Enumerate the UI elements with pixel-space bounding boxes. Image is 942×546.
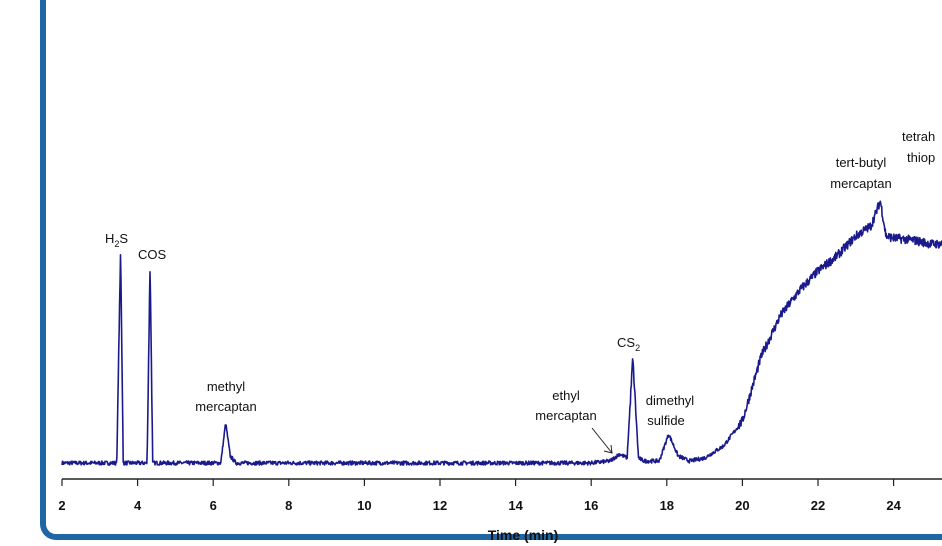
x-tick-label: 22 — [811, 498, 825, 513]
label-dimethyl-line1: dimethyl — [646, 393, 695, 408]
ethyl-arrow-line — [591, 427, 613, 454]
label-dimethyl-line2: sulfide — [647, 413, 685, 428]
x-tick-label: 10 — [357, 498, 371, 513]
label-tetra-line2: thiop — [907, 150, 935, 165]
x-tick-label: 14 — [508, 498, 523, 513]
label-tbutyl-line2: mercaptan — [830, 176, 891, 191]
label-tetra-line1: tetrah — [902, 129, 935, 144]
x-ticks: 2 4 6 8 10 12 14 16 18 20 22 24 — [58, 479, 902, 513]
x-tick-label: 12 — [433, 498, 447, 513]
x-tick-label: 16 — [584, 498, 598, 513]
label-methyl-line1: methyl — [207, 379, 245, 394]
x-tick-label: 18 — [660, 498, 674, 513]
x-tick-label: 24 — [886, 498, 901, 513]
chromatogram-trace — [61, 200, 942, 466]
label-h2s: H2S — [105, 231, 128, 249]
frame-border — [40, 0, 942, 540]
x-tick-label: 20 — [735, 498, 749, 513]
x-tick-label: 2 — [58, 498, 65, 513]
label-cos: COS — [138, 247, 167, 262]
ethyl-arrow-head — [603, 444, 613, 454]
label-cs2: CS2 — [617, 335, 640, 353]
x-tick-label: 6 — [210, 498, 217, 513]
label-ethyl-line2: mercaptan — [535, 408, 596, 423]
label-ethyl-line1: ethyl — [552, 388, 580, 403]
label-tbutyl-line1: tert-butyl — [836, 155, 887, 170]
label-methyl-line2: mercaptan — [195, 399, 256, 414]
x-tick-label: 8 — [285, 498, 292, 513]
x-tick-label: 4 — [134, 498, 142, 513]
x-axis-title: Time (min) — [488, 527, 559, 543]
